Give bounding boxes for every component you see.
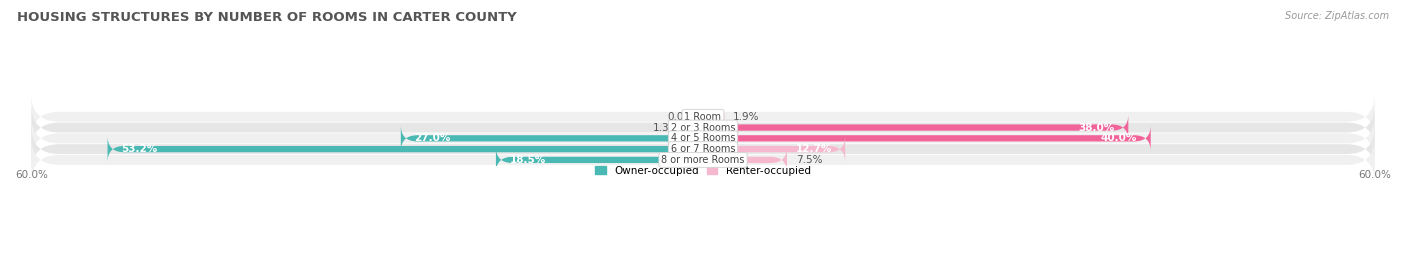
- Text: Source: ZipAtlas.com: Source: ZipAtlas.com: [1285, 11, 1389, 21]
- FancyBboxPatch shape: [401, 125, 703, 151]
- Text: 12.7%: 12.7%: [796, 144, 832, 154]
- FancyBboxPatch shape: [31, 95, 1375, 139]
- Text: 1.3%: 1.3%: [652, 123, 679, 133]
- FancyBboxPatch shape: [703, 125, 1150, 151]
- FancyBboxPatch shape: [31, 116, 1375, 160]
- FancyBboxPatch shape: [703, 147, 787, 173]
- FancyBboxPatch shape: [31, 127, 1375, 171]
- Text: 27.0%: 27.0%: [415, 133, 450, 143]
- FancyBboxPatch shape: [31, 106, 1375, 150]
- Text: 53.2%: 53.2%: [121, 144, 157, 154]
- Text: 0.0%: 0.0%: [668, 112, 695, 122]
- Text: 18.5%: 18.5%: [509, 155, 546, 165]
- FancyBboxPatch shape: [703, 114, 1129, 141]
- FancyBboxPatch shape: [689, 124, 703, 131]
- FancyBboxPatch shape: [703, 112, 724, 122]
- Text: 8 or more Rooms: 8 or more Rooms: [661, 155, 745, 165]
- Text: 2 or 3 Rooms: 2 or 3 Rooms: [671, 123, 735, 133]
- FancyBboxPatch shape: [107, 136, 703, 162]
- Text: HOUSING STRUCTURES BY NUMBER OF ROOMS IN CARTER COUNTY: HOUSING STRUCTURES BY NUMBER OF ROOMS IN…: [17, 11, 516, 24]
- FancyBboxPatch shape: [31, 138, 1375, 182]
- Text: 38.0%: 38.0%: [1078, 123, 1115, 133]
- Text: 6 or 7 Rooms: 6 or 7 Rooms: [671, 144, 735, 154]
- Text: 1.9%: 1.9%: [733, 112, 759, 122]
- Text: 4 or 5 Rooms: 4 or 5 Rooms: [671, 133, 735, 143]
- Text: 7.5%: 7.5%: [796, 155, 823, 165]
- FancyBboxPatch shape: [496, 147, 703, 173]
- Text: 1 Room: 1 Room: [685, 112, 721, 122]
- Text: 40.0%: 40.0%: [1101, 133, 1137, 143]
- FancyBboxPatch shape: [703, 136, 845, 162]
- Legend: Owner-occupied, Renter-occupied: Owner-occupied, Renter-occupied: [591, 161, 815, 180]
